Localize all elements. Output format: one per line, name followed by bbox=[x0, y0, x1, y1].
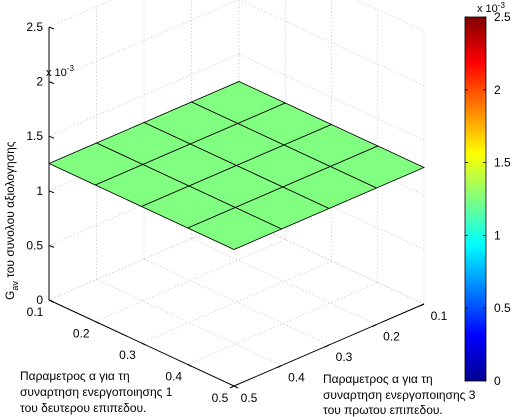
z-tick-label: 2.5 bbox=[26, 20, 43, 34]
colorbar-multiplier: x 10-3 bbox=[477, 1, 505, 15]
wall-gridline-z bbox=[48, 53, 240, 137]
x-tick-mark bbox=[95, 321, 100, 324]
wall-gridline-z bbox=[238, 53, 425, 141]
wall-gridline-z bbox=[48, 217, 240, 301]
colorbar bbox=[464, 16, 487, 382]
colorbar-ticks: 0 0.5 1 1.5 2 2.5 bbox=[465, 10, 511, 388]
x-tick-label: 0.2 bbox=[73, 327, 90, 341]
z-tick-mark bbox=[48, 244, 55, 248]
z-tick-mark bbox=[48, 190, 55, 194]
y-tick-mark bbox=[372, 324, 377, 327]
y-tick-label: 0.1 bbox=[431, 309, 448, 323]
wall-gridline-z bbox=[238, 217, 425, 305]
colorbar-tick-label: 1 bbox=[494, 228, 501, 242]
y-tick-mark bbox=[277, 365, 282, 368]
x-tick-mark bbox=[187, 364, 192, 367]
z-tick-label: 2 bbox=[36, 75, 43, 89]
x-tick-label: 0.3 bbox=[119, 348, 136, 362]
colorbar-tick-label: 0.5 bbox=[494, 301, 511, 315]
floor-gridline-x bbox=[141, 260, 332, 344]
y-tick-mark bbox=[324, 344, 330, 348]
colorbar-tick-label: 1.5 bbox=[494, 156, 511, 170]
x-axis-label: Παραμετρος α για τη συναρτηση ενεργοποιη… bbox=[20, 369, 176, 415]
z-tick-label: 0.5 bbox=[26, 238, 43, 252]
floor-gridline-y bbox=[143, 258, 330, 346]
z-axis-multiplier: x 10-3 bbox=[46, 64, 74, 79]
z-tick-label: 1.5 bbox=[26, 129, 43, 143]
y-tick-mark bbox=[419, 303, 425, 307]
x-tick-label: 0.1 bbox=[27, 305, 44, 319]
wall-gridline-z bbox=[48, 163, 240, 246]
wall-gridline-z bbox=[48, 0, 113, 28]
y-tick-label: 0.4 bbox=[288, 371, 305, 385]
x-tick-label: 0.5 bbox=[212, 391, 229, 405]
x-tick-mark bbox=[233, 385, 239, 389]
y-tick-mark bbox=[229, 385, 235, 389]
z-tick-mark bbox=[48, 299, 55, 303]
z-tick-label: 0 bbox=[36, 293, 43, 307]
floor-gridline-x bbox=[187, 282, 378, 365]
wall-gridline-z bbox=[238, 0, 425, 86]
surface-patch bbox=[186, 207, 283, 250]
z-tick-mark bbox=[48, 26, 55, 30]
z-tick-mark bbox=[48, 81, 55, 85]
floor-gridline-y bbox=[191, 238, 377, 325]
z-tick-mark bbox=[48, 135, 55, 139]
y-tick-label: 0.2 bbox=[383, 330, 400, 344]
z-axis-label: Gav του συνολου αξιολογησης bbox=[3, 141, 20, 300]
z-tick-label: 1 bbox=[36, 184, 43, 198]
x-tick-label: 0.4 bbox=[165, 370, 182, 384]
y-axis-label: Παραμετρος α για τη συναρτηση ενεργοποιη… bbox=[323, 372, 479, 417]
surface-mesh bbox=[48, 81, 425, 250]
wall-gridline-z bbox=[48, 0, 240, 82]
x-tick-mark bbox=[141, 342, 146, 346]
axis-tick-labels: 0.1 0.2 0.3 0.4 0.5 0.1 0.2 0.3 0.4 0.5 0 0.5 1 1.5 2 2… bbox=[26, 20, 447, 405]
y-tick-label: 0.5 bbox=[241, 391, 258, 405]
colorbar-tick-label: 2.5 bbox=[494, 10, 511, 24]
y-tick-label: 0.3 bbox=[336, 350, 353, 364]
colorbar-tick-label: 2 bbox=[494, 83, 501, 97]
floor-gridline-y bbox=[96, 279, 282, 366]
floor-gridline-x bbox=[95, 239, 286, 322]
colorbar-tick-label: 0 bbox=[494, 374, 501, 388]
